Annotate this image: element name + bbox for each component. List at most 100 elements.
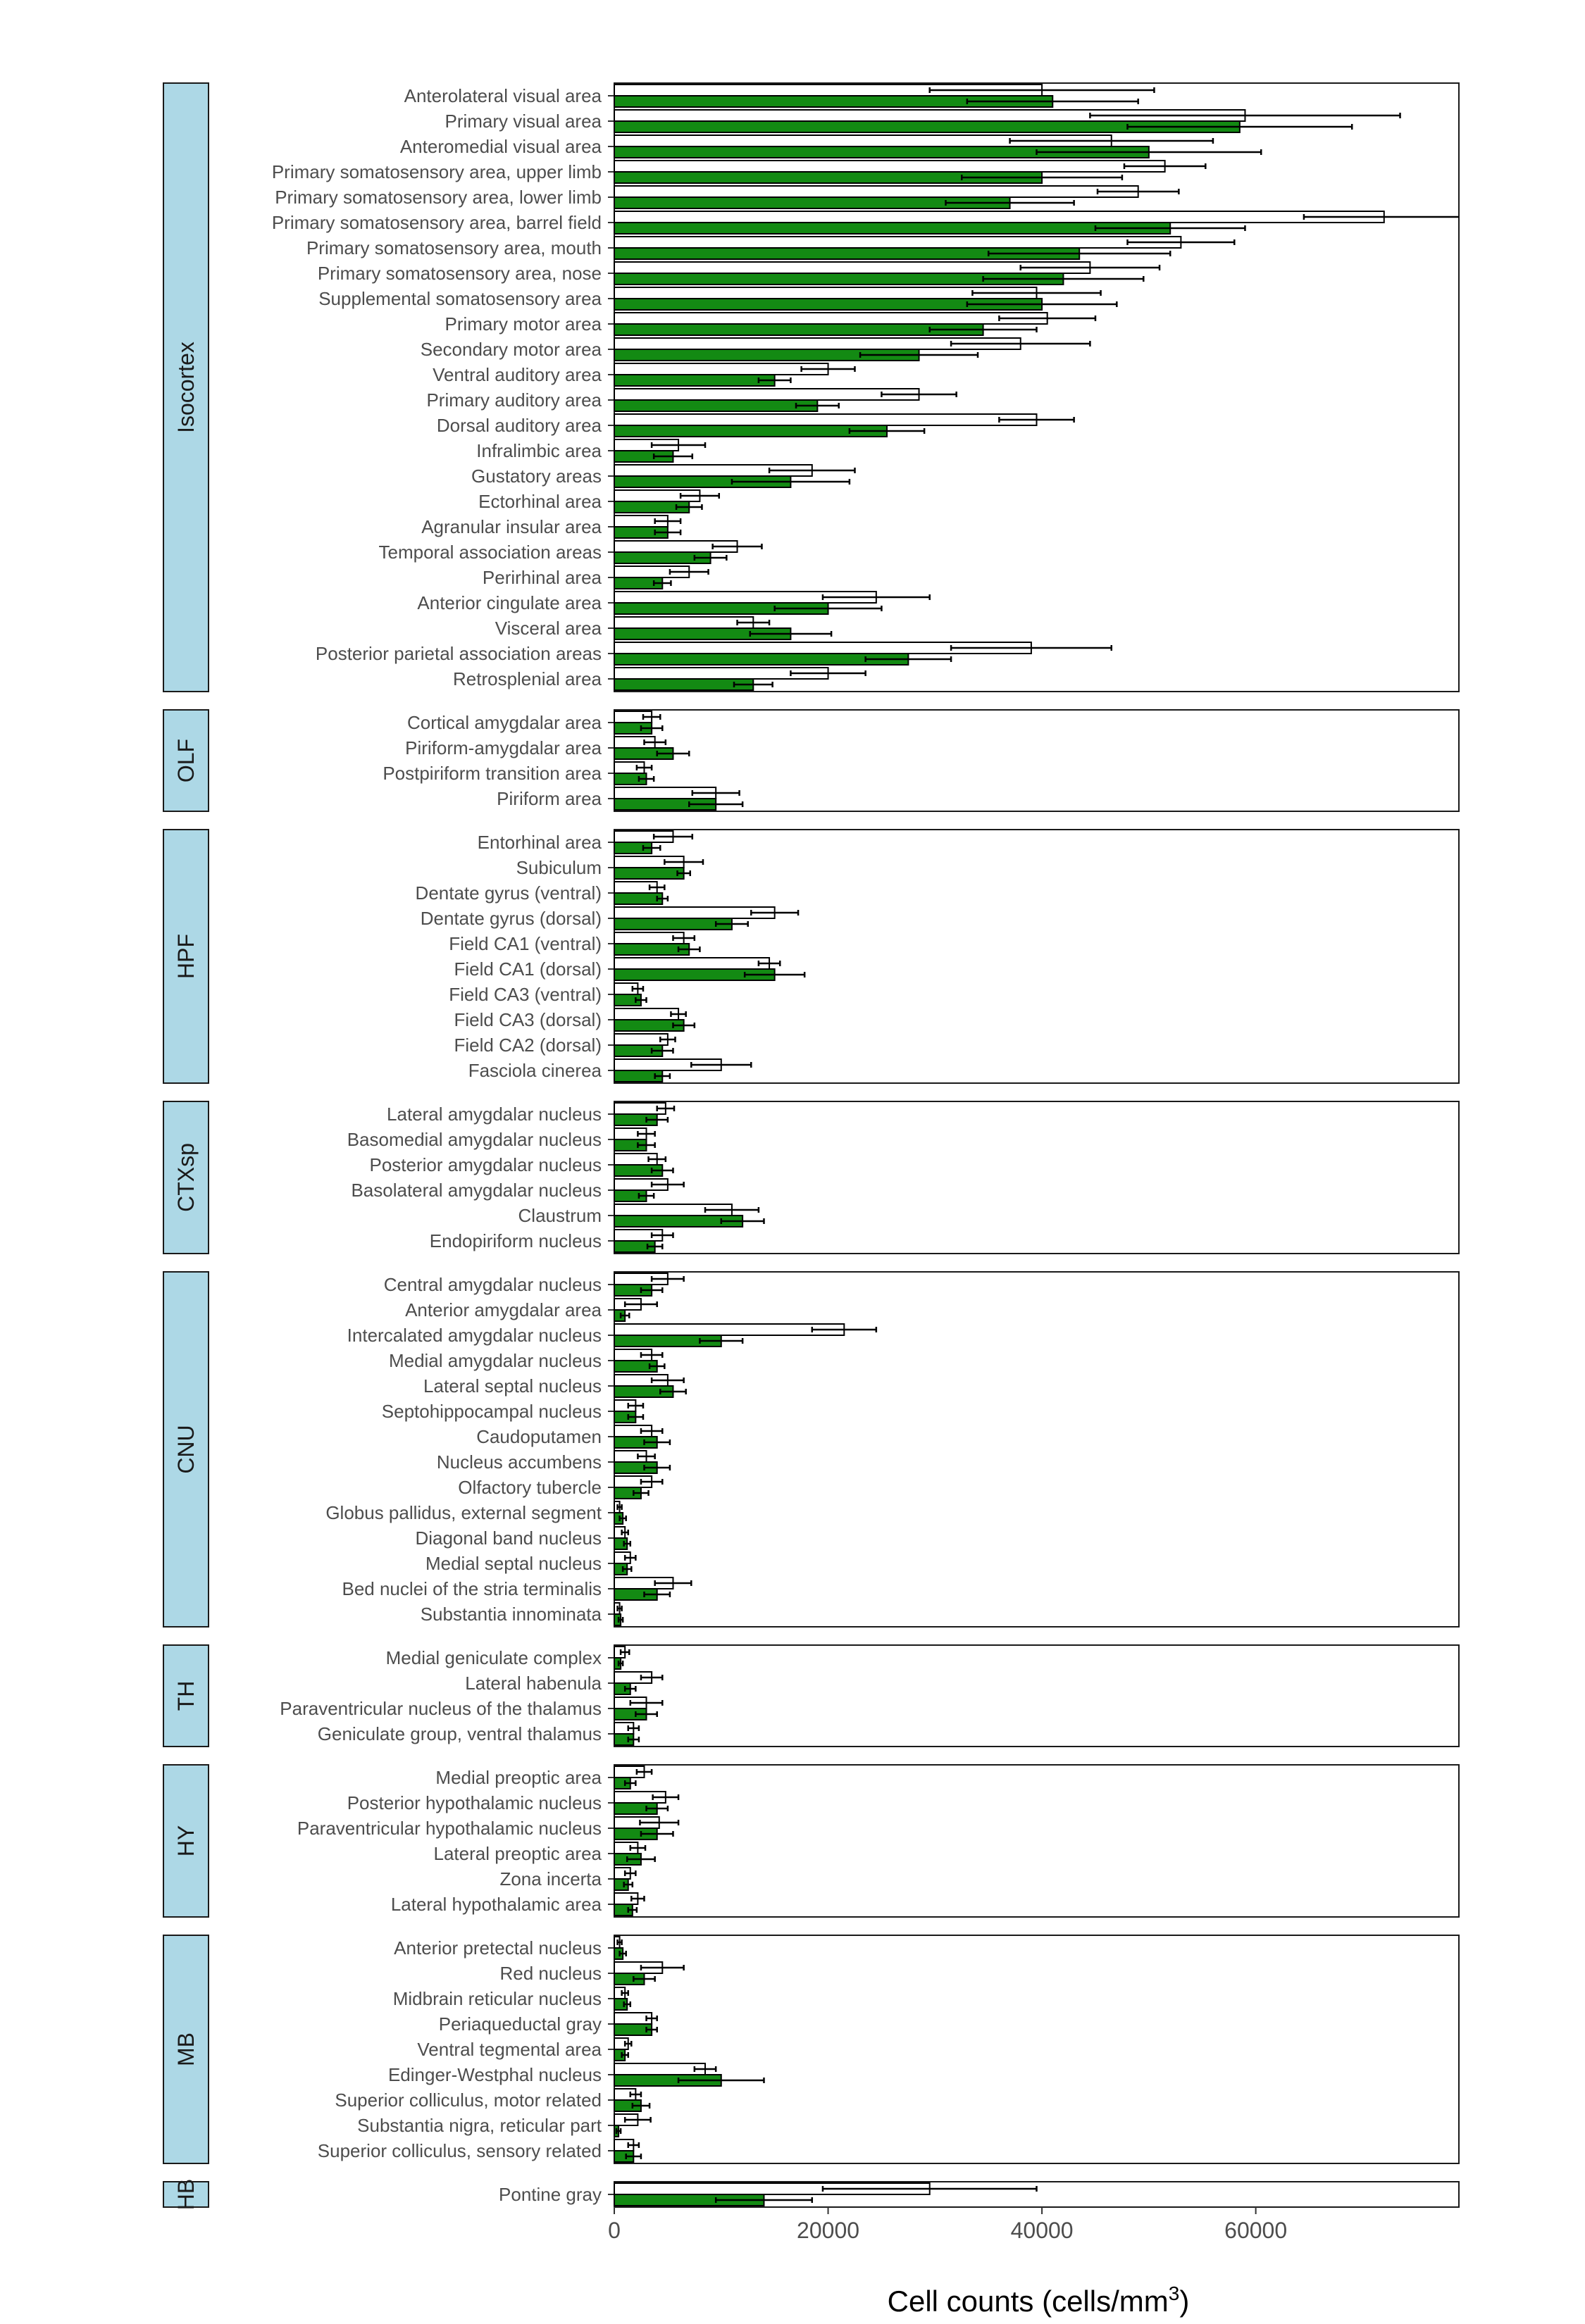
facet-strip-label: MB (173, 2032, 199, 2066)
region-row: Edinger-Westphal nucleus (388, 2063, 765, 2087)
region-row: Lateral hypothalamic area (391, 1892, 645, 1916)
region-row: Ectorhinal area (478, 489, 720, 513)
region-row: Superior colliculus, sensory related (318, 2139, 642, 2163)
region-row: Posterior amygdalar nucleus (370, 1153, 674, 1177)
region-row: Supplemental somatosensory area (318, 287, 1118, 311)
region-label: Primary somatosensory area, nose (318, 263, 602, 284)
region-row: Primary auditory area (426, 388, 957, 412)
region-label: Claustrum (518, 1205, 602, 1226)
region-label: Endopiriform nucleus (430, 1230, 602, 1251)
region-row: Endopiriform nucleus (430, 1229, 674, 1253)
region-row: Primary somatosensory area, nose (318, 261, 1161, 285)
bar-green (614, 678, 754, 691)
region-row: Zona incerta (499, 1867, 637, 1891)
region-label: Caudoputamen (476, 1426, 602, 1447)
region-row: Periaqueductal gray (439, 2012, 658, 2036)
region-label: Entorhinal area (478, 832, 602, 853)
bar-white (614, 185, 1139, 198)
region-label: Subiculum (516, 857, 602, 878)
bar-green (614, 374, 776, 387)
region-row: Medial septal nucleus (425, 1551, 637, 1575)
bar-white (614, 363, 829, 375)
region-label: Medial septal nucleus (425, 1553, 602, 1574)
region-label: Posterior parietal association areas (316, 643, 602, 664)
region-label: Field CA1 (dorsal) (454, 958, 602, 980)
region-label: Geniculate group, ventral thalamus (318, 1723, 602, 1744)
x-axis-title-superscript: 3 (1169, 2282, 1180, 2304)
region-label: Lateral septal nucleus (423, 1375, 602, 1397)
bar-white (614, 160, 1166, 173)
facet-strip (163, 82, 209, 692)
region-row: Dorsal auditory area (437, 413, 1075, 437)
region-row: Field CA3 (dorsal) (454, 1008, 696, 1032)
region-row: Postpiriform transition area (383, 761, 655, 785)
facet-strip (163, 829, 209, 1084)
x-axis-title-suffix: ) (1179, 2285, 1189, 2318)
region-label: Bed nuclei of the stria terminalis (342, 1578, 602, 1599)
region-label: Pontine gray (499, 2184, 602, 2205)
region-label: Central amygdalar nucleus (384, 1274, 602, 1295)
region-label: Paraventricular hypothalamic nucleus (297, 1818, 602, 1839)
region-label: Fasciola cinerea (468, 1060, 602, 1081)
facet-strip (163, 1101, 209, 1254)
region-row: Diagonal band nucleus (415, 1526, 632, 1550)
region-row: Anterior cingulate area (417, 591, 931, 615)
bar-white (614, 2063, 707, 2075)
x-tick-label: 20000 (797, 2218, 859, 2243)
facet-strip-label: TH (173, 1681, 199, 1711)
region-row: Anterolateral visual area (404, 84, 1155, 108)
facet-isocortex: Isocortex Anterolateral visual area Primar… (163, 82, 1460, 692)
region-label: Anterolateral visual area (404, 85, 602, 106)
bar-green (614, 653, 909, 666)
region-row: Gustatory areas (471, 464, 856, 488)
x-axis-title: Cell counts (cells/mm3) (888, 2282, 1190, 2318)
region-label: Superior colliculus, sensory related (318, 2140, 602, 2161)
region-row: Piriform-amygdalar area (405, 736, 690, 760)
region-row: Substantia innominata (421, 1602, 624, 1626)
facet-hy: HY Medial preoptic area Posterior hypothal… (163, 1764, 1460, 1918)
region-label: Primary somatosensory area, barrel field (272, 212, 602, 233)
region-label: Postpiriform transition area (383, 763, 602, 784)
region-label: Temporal association areas (379, 542, 602, 563)
region-label: Medial preoptic area (435, 1767, 602, 1788)
region-label: Lateral amygdalar nucleus (387, 1104, 602, 1125)
x-tick-label: 40000 (1011, 2218, 1074, 2243)
facet-strip-label: HPF (173, 934, 199, 979)
region-label: Piriform area (497, 788, 602, 809)
region-label: Visceral area (495, 618, 602, 639)
region-label: Edinger-Westphal nucleus (388, 2064, 602, 2085)
region-label: Field CA3 (ventral) (449, 984, 602, 1005)
facet-ctxsp: CTXsp Lateral amygdalar nucleus Basomedial… (163, 1101, 1460, 1254)
region-label: Dorsal auditory area (437, 415, 602, 436)
region-label: Anterior cingulate area (417, 592, 602, 613)
region-label: Anterior amygdalar area (405, 1299, 602, 1320)
region-row: Primary motor area (445, 312, 1097, 336)
region-label: Agranular insular area (421, 516, 602, 537)
region-row: Dentate gyrus (dorsal) (421, 906, 800, 930)
region-row: Substantia nigra, reticular part (357, 2113, 652, 2137)
region-row: Lateral septal nucleus (423, 1374, 687, 1398)
facet-strip-label: HB (173, 2179, 199, 2210)
region-label: Septohippocampal nucleus (382, 1401, 602, 1422)
region-label: Infralimbic area (476, 440, 602, 461)
x-tick-label: 60000 (1224, 2218, 1287, 2243)
region-row: Infralimbic area (476, 439, 707, 463)
region-row: Field CA2 (dorsal) (454, 1033, 676, 1057)
facet-panel-border (614, 709, 1460, 812)
region-row: Visceral area (495, 616, 833, 640)
region-row: Lateral habenula (465, 1671, 664, 1695)
region-label: Medial geniculate complex (386, 1647, 602, 1668)
region-label: Paraventricular nucleus of the thalamus (280, 1698, 602, 1719)
region-row: Subiculum (516, 856, 704, 880)
region-row: Primary somatosensory area, lower limb (275, 185, 1180, 209)
region-row: Superior colliculus, motor related (335, 2088, 651, 2112)
bar-white (614, 236, 1182, 249)
region-row: Temporal association areas (379, 540, 763, 564)
bar-green (614, 323, 984, 336)
region-row: Medial amygdalar nucleus (389, 1349, 666, 1373)
region-row: Basolateral amygdalar nucleus (351, 1178, 685, 1202)
facet-olf: OLF Cortical amygdalar area Piriform-amygd… (163, 709, 1460, 812)
bar-white (614, 211, 1385, 223)
region-label: Dentate gyrus (ventral) (416, 882, 602, 904)
